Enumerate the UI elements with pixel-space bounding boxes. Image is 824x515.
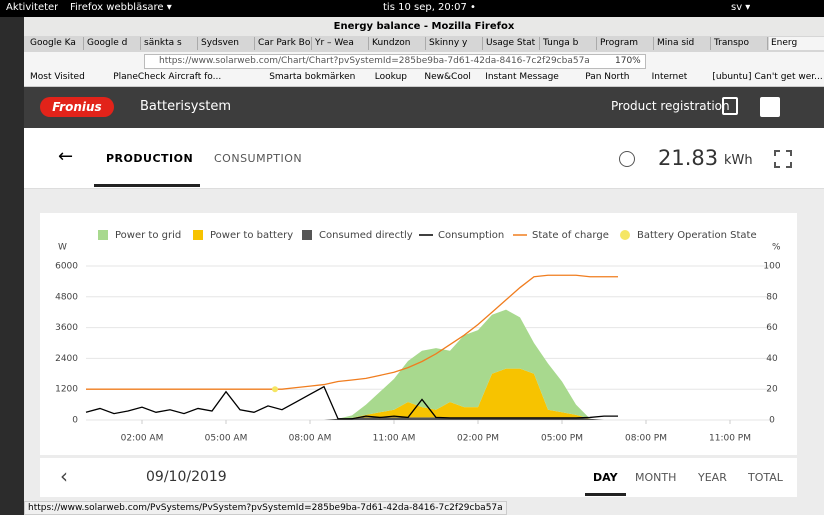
bookmark[interactable]: [ubuntu] Can't get wer... xyxy=(712,72,823,82)
line xyxy=(85,385,618,420)
browser-tab[interactable]: sänkta s xyxy=(142,37,198,50)
line xyxy=(86,274,618,390)
bookmarks-bar: Most Visited PlaneCheck Aircraft fo... Sma… xyxy=(24,69,824,87)
legend-label: Consumed directly xyxy=(319,230,413,241)
window-title: Energy balance - Mozilla Firefox xyxy=(24,17,824,36)
x-tick-label: 08:00 AM xyxy=(289,434,332,444)
legend-swatch xyxy=(620,230,630,240)
y-tick-label: 2400 xyxy=(55,354,78,364)
x-tick-label: 02:00 AM xyxy=(121,434,164,444)
y2-tick-label: 60 xyxy=(766,323,778,333)
view-bar: ← PRODUCTION CONSUMPTION 21.83 kWh xyxy=(24,128,824,189)
consumption-tab[interactable]: CONSUMPTION xyxy=(214,152,303,165)
bookmark[interactable]: Lookup xyxy=(374,72,408,82)
info-icon[interactable] xyxy=(619,151,635,167)
browser-tab[interactable]: Transpo xyxy=(712,37,768,50)
y-tick-label: 6000 xyxy=(55,262,78,272)
url: https://www.solarweb.com/Chart/Chart?pvS… xyxy=(159,56,590,66)
y2-tick-label: 20 xyxy=(766,385,778,395)
legend-swatch xyxy=(193,230,203,240)
bookmark[interactable]: Smarta bokmärken xyxy=(269,72,356,82)
production-tab[interactable]: PRODUCTION xyxy=(106,152,194,165)
legend-swatch xyxy=(302,230,312,240)
x-tick-label: 02:00 PM xyxy=(457,434,499,444)
browser-tab[interactable]: Tunga b xyxy=(541,37,597,50)
browser-tab[interactable]: Mina sid xyxy=(655,37,711,50)
browser-tab[interactable]: Yr – Wea xyxy=(313,37,369,50)
bookmark[interactable]: Internet xyxy=(651,72,688,82)
area xyxy=(86,309,618,420)
y2-tick-label: 0 xyxy=(769,416,775,426)
year-tab[interactable]: YEAR xyxy=(698,471,727,484)
legend-label: Power to grid xyxy=(115,230,181,241)
user-icon[interactable] xyxy=(760,97,780,117)
status-bar: https://www.solarweb.com/PvSystems/PvSys… xyxy=(24,501,507,515)
dock xyxy=(0,17,24,515)
point xyxy=(272,386,278,393)
browser-tab[interactable]: Kundzon xyxy=(370,37,426,50)
language[interactable]: sv ▾ xyxy=(731,2,751,13)
zoom[interactable]: 170% xyxy=(615,56,641,66)
clock[interactable]: tis 10 sep, 20:07 • xyxy=(383,2,476,13)
x-tick-label: 05:00 AM xyxy=(205,434,248,444)
date: 09/10/2019 xyxy=(146,469,227,485)
legend-label: Battery Operation State xyxy=(637,230,757,241)
page-title: Batterisystem xyxy=(140,99,232,114)
x-tick-label: 11:00 AM xyxy=(373,434,416,444)
browser-tab[interactable]: Sydsven xyxy=(199,37,255,50)
system-bar: Aktiviteter Firefox webbläsare ▾ tis 10 … xyxy=(0,0,824,17)
browser-tab[interactable]: Usage Stat xyxy=(484,37,540,50)
browser-tab[interactable]: Program xyxy=(598,37,654,50)
y2-tick-label: 40 xyxy=(766,354,778,364)
app-header: Fronius Batterisystem Product registrati… xyxy=(24,87,824,128)
bookmark[interactable]: PlaneCheck Aircraft fo... xyxy=(113,72,222,82)
product-registration[interactable]: Product registration xyxy=(611,99,730,113)
previous-day[interactable]: ‹ xyxy=(60,464,68,488)
y2-tick-label: 80 xyxy=(766,292,778,302)
y-tick-label: 3600 xyxy=(55,323,78,333)
logo[interactable]: Fronius xyxy=(40,97,114,117)
url-field[interactable]: https://www.solarweb.com/Chart/Chart?pvS… xyxy=(144,54,646,69)
app-menu[interactable]: Firefox webbläsare ▾ xyxy=(70,2,172,13)
y-tick-label: 1200 xyxy=(55,385,78,395)
back-arrow[interactable]: ← xyxy=(58,146,74,167)
area xyxy=(86,368,618,420)
y-axis-label: W xyxy=(58,243,67,253)
total-unit: kWh xyxy=(724,153,753,168)
y-tick-label: 4800 xyxy=(55,292,78,302)
legend-label: Consumption xyxy=(438,230,504,241)
bookmark[interactable]: Pan North xyxy=(585,72,630,82)
day-tab[interactable]: DAY xyxy=(593,471,618,484)
tab-indicator xyxy=(94,184,200,187)
browser-tab[interactable]: Skinny y xyxy=(427,37,483,50)
period-indicator xyxy=(585,493,626,496)
legend-swatch xyxy=(98,230,108,240)
registration-icon[interactable] xyxy=(722,97,738,115)
browser-tab[interactable]: Car Park Bo xyxy=(258,37,312,50)
total-value: 21.83 xyxy=(658,146,719,170)
bookmark[interactable]: Instant Message xyxy=(485,72,559,82)
fullscreen-icon[interactable] xyxy=(774,150,792,168)
legend-label: Power to battery xyxy=(210,230,293,241)
browser-tab[interactable]: Energ xyxy=(769,37,824,50)
legend-label: State of charge xyxy=(532,230,609,241)
chart: W % 0 1200 2400 3600 4800 6000 0 20 40 60 80 100 02:00… xyxy=(40,213,797,455)
total-tab[interactable]: TOTAL xyxy=(748,471,783,484)
x-tick-label: 08:00 PM xyxy=(625,434,667,444)
bookmark[interactable]: Most Visited xyxy=(30,72,85,82)
date-nav: ‹ 09/10/2019 DAY MONTH YEAR TOTAL xyxy=(40,458,797,497)
tab-strip: Google Ka Google d sänkta s Sydsven Car Park… xyxy=(24,36,824,52)
x-tick-label: 11:00 PM xyxy=(709,434,751,444)
y2-axis-label: % xyxy=(772,243,781,253)
browser-tab[interactable]: Google d xyxy=(85,37,141,50)
y2-tick-label: 100 xyxy=(763,262,780,272)
browser-tab[interactable]: Google Ka xyxy=(28,37,84,50)
x-tick-label: 05:00 PM xyxy=(541,434,583,444)
activities[interactable]: Aktiviteter xyxy=(6,2,59,13)
nav-bar: https://www.solarweb.com/Chart/Chart?pvS… xyxy=(24,52,824,69)
month-tab[interactable]: MONTH xyxy=(635,471,677,484)
bookmark[interactable]: New&Cool xyxy=(424,72,471,82)
y-tick-label: 0 xyxy=(72,416,78,426)
